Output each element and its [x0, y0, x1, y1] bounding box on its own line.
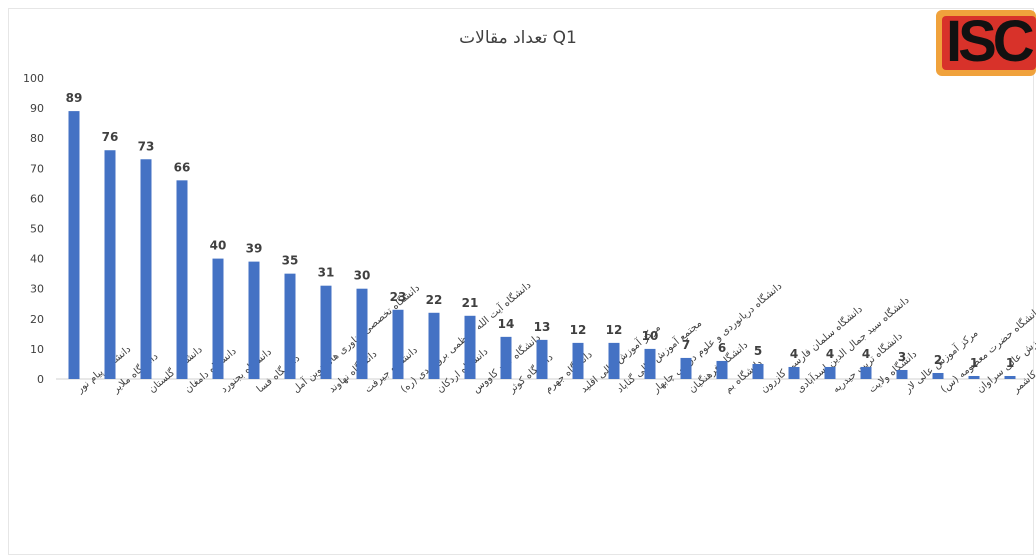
isc-logo: ISC	[936, 10, 1036, 76]
y-tick-label: 40	[30, 253, 44, 266]
data-label: 5	[754, 344, 762, 358]
y-tick-label: 20	[30, 313, 44, 326]
isc-logo-text: ISC	[946, 16, 1035, 70]
bar	[932, 372, 944, 379]
bar	[464, 315, 476, 379]
y-tick-label: 90	[30, 102, 44, 115]
bar	[1004, 375, 1016, 379]
bar	[680, 357, 692, 379]
data-label: 30	[354, 269, 371, 283]
bar	[356, 288, 368, 379]
data-label: 22	[426, 293, 443, 307]
bar	[104, 150, 116, 379]
y-tick-label: 50	[30, 223, 44, 236]
bar	[68, 111, 80, 380]
bar	[968, 375, 980, 379]
bar	[284, 273, 296, 379]
y-tick-label: 60	[30, 192, 44, 205]
data-label: 21	[462, 296, 479, 310]
chart-title: تعداد مقالات Q1	[459, 28, 577, 48]
bar	[572, 342, 584, 379]
bar	[500, 336, 512, 379]
y-tick-label: 10	[30, 343, 44, 356]
data-label: 4	[790, 347, 798, 361]
data-label: 73	[138, 139, 155, 153]
bar	[788, 366, 800, 379]
data-label: 23	[390, 290, 407, 304]
data-label: 1	[970, 356, 978, 370]
bar	[320, 285, 332, 379]
bar	[176, 180, 188, 379]
data-label: 12	[570, 323, 587, 337]
bar	[824, 366, 836, 379]
bar	[896, 369, 908, 379]
bar	[428, 312, 440, 379]
data-label: 10	[642, 329, 659, 343]
data-label: 35	[282, 254, 299, 268]
data-label: 4	[862, 347, 870, 361]
data-label: 66	[174, 160, 191, 174]
data-label: 89	[66, 91, 83, 105]
data-label: 31	[318, 266, 335, 280]
data-label: 76	[102, 130, 119, 144]
data-label: 7	[682, 338, 690, 352]
bar	[140, 159, 152, 379]
data-label: 12	[606, 323, 623, 337]
data-label: 3	[898, 350, 906, 364]
bar	[392, 309, 404, 379]
data-label: 6	[718, 341, 726, 355]
data-label: 4	[826, 347, 834, 361]
y-tick-label: 100	[23, 72, 44, 85]
y-tick-label: 30	[30, 283, 44, 296]
bar	[716, 360, 728, 379]
bar	[860, 366, 872, 379]
bar	[536, 339, 548, 379]
isc-logo-badge: ISC	[942, 16, 1036, 70]
data-label: 40	[210, 239, 227, 253]
bar	[644, 348, 656, 379]
y-tick-label: 70	[30, 162, 44, 175]
bar	[752, 363, 764, 379]
data-label: 1	[1006, 356, 1014, 370]
data-label: 14	[498, 317, 515, 331]
data-label: 39	[246, 242, 263, 256]
data-label: 13	[534, 320, 551, 334]
bar	[608, 342, 620, 379]
y-tick-label: 80	[30, 132, 44, 145]
bar	[248, 261, 260, 379]
y-tick-label: 0	[37, 373, 44, 386]
data-label: 2	[934, 353, 942, 367]
bar	[212, 258, 224, 379]
